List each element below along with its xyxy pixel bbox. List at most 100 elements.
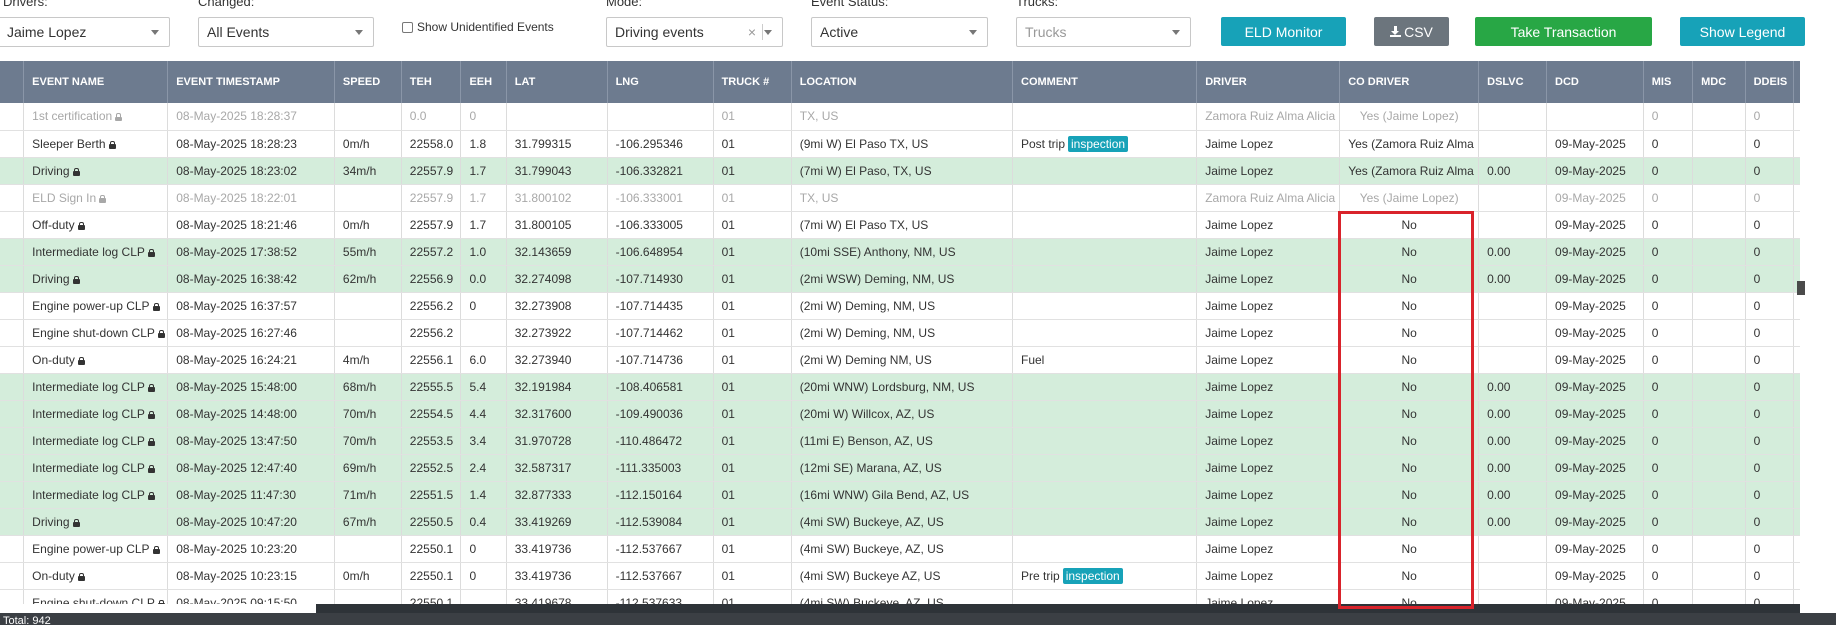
cell-speed-text: 4m/h — [342, 352, 370, 367]
table-row[interactable]: Driving 08-May-2025 16:38:42 62m/h 22556.9 0… — [0, 265, 1800, 293]
column-header[interactable]: LNG — [607, 61, 714, 103]
unidentified-events-checkbox[interactable] — [402, 21, 413, 33]
cell-ddeis: 0 — [1745, 211, 1794, 239]
drivers-select[interactable]: Jaime Lopez — [0, 17, 170, 47]
cell-dc — [1793, 535, 1800, 563]
row-select-cell[interactable] — [0, 211, 25, 239]
table-row[interactable]: On-duty 08-May-2025 10:23:15 0m/h 22550.1 0 3… — [0, 562, 1800, 590]
column-header[interactable]: DCD — [1546, 61, 1644, 103]
cell-lng: -107.714462 — [607, 319, 714, 347]
event-status-select[interactable]: Active — [811, 17, 988, 47]
cell-dc — [1793, 211, 1800, 239]
table-row[interactable]: Intermediate log CLP 08-May-2025 17:38:52… — [0, 238, 1800, 266]
column-header[interactable]: DDEIS — [1745, 61, 1794, 103]
mode-select[interactable]: Driving events × — [606, 17, 783, 47]
cell-eeh-text: 0 — [469, 568, 477, 583]
table-row[interactable]: On-duty 08-May-2025 16:24:21 4m/h 22556.1 6.… — [0, 346, 1800, 374]
cell-lng: -111.335003 — [607, 454, 714, 482]
cell-eeh — [460, 589, 507, 604]
table-row[interactable]: Intermediate log CLP 08-May-2025 11:47:30… — [0, 481, 1800, 509]
unidentified-events-toggle[interactable]: Show Unidentified Events — [402, 20, 554, 34]
cell-truck-text: 01 — [721, 460, 735, 475]
column-header[interactable]: TRUCK # — [713, 61, 792, 103]
clear-icon[interactable]: × — [747, 24, 756, 40]
row-select-cell[interactable] — [0, 535, 25, 563]
table-row[interactable]: Off-duty 08-May-2025 18:21:46 0m/h 22557.9 1… — [0, 211, 1800, 239]
cell-driver: Zamora Ruiz Alma Alicia — [1196, 103, 1341, 131]
cell-location-text: (10mi SSE) Anthony, NM, US — [799, 244, 956, 259]
column-header[interactable]: MIS — [1643, 61, 1694, 103]
row-select-cell[interactable] — [0, 292, 25, 320]
cell-lat: 32.877333 — [506, 481, 608, 509]
cell-location: (2mi W) Deming, NM, US — [791, 292, 1014, 320]
column-header[interactable]: SPEED — [334, 61, 402, 103]
column-header[interactable]: LAT — [506, 61, 608, 103]
cell-speed: 71m/h — [334, 481, 402, 509]
take-transaction-button[interactable]: Take Transaction — [1475, 17, 1652, 46]
cell-lat: 32.317600 — [506, 400, 608, 428]
cell-comment — [1012, 157, 1198, 185]
cell-mis-text: 0 — [1651, 298, 1659, 313]
row-select-cell[interactable] — [0, 157, 25, 185]
cell-lng-text: -111.335003 — [615, 460, 682, 475]
table-row[interactable]: Engine shut-down CLP 08-May-2025 09:15:50… — [0, 589, 1800, 604]
row-select-cell[interactable] — [0, 454, 25, 482]
vertical-scrollbar[interactable] — [1797, 281, 1805, 295]
cell-lng: -109.490036 — [607, 400, 714, 428]
row-select-cell[interactable] — [0, 103, 25, 131]
table-row[interactable]: Driving 08-May-2025 10:47:20 67m/h 22550.5 0… — [0, 508, 1800, 536]
row-select-cell[interactable] — [0, 238, 25, 266]
row-select-cell[interactable] — [0, 481, 25, 509]
table-row[interactable]: Engine power-up CLP 08-May-2025 16:37:57 2… — [0, 292, 1800, 320]
table-row[interactable]: Engine power-up CLP 08-May-2025 10:23:20 2… — [0, 535, 1800, 563]
cell-lng-text: -106.648954 — [615, 244, 683, 259]
row-select-cell[interactable] — [0, 400, 25, 428]
cell-teh: 22550.5 — [401, 508, 462, 536]
cell-dcd-text: 09-May-2025 — [1555, 487, 1626, 502]
table-row[interactable]: Engine shut-down CLP 08-May-2025 16:27:46… — [0, 319, 1800, 347]
column-header[interactable]: DSLVC — [1478, 61, 1548, 103]
row-select-cell[interactable] — [0, 589, 25, 604]
row-select-cell[interactable] — [0, 184, 25, 212]
row-select-cell[interactable] — [0, 508, 25, 536]
column-header[interactable]: MDC — [1692, 61, 1746, 103]
table-row[interactable]: Sleeper Berth 08-May-2025 18:28:23 0m/h 225… — [0, 130, 1800, 158]
csv-button[interactable]: CSV — [1374, 17, 1449, 46]
table-row[interactable]: Intermediate log CLP 08-May-2025 14:48:00… — [0, 400, 1800, 428]
row-select-cell[interactable] — [0, 265, 25, 293]
column-header[interactable]: DC — [1793, 61, 1800, 103]
eld-monitor-button[interactable]: ELD Monitor — [1221, 17, 1346, 46]
show-legend-button[interactable]: Show Legend — [1680, 17, 1805, 46]
table-row[interactable]: ELD Sign In 08-May-2025 18:22:01 22557.9 1.… — [0, 184, 1800, 212]
column-header[interactable]: LOCATION — [791, 61, 1014, 103]
row-select-cell[interactable] — [0, 319, 25, 347]
column-header[interactable]: CO DRIVER — [1339, 61, 1480, 103]
column-header[interactable]: EVENT TIMESTAMP — [167, 61, 335, 103]
table-row[interactable]: Driving 08-May-2025 18:23:02 34m/h 22557.9 1… — [0, 157, 1800, 185]
table-row[interactable]: Intermediate log CLP 08-May-2025 13:47:50… — [0, 427, 1800, 455]
column-header[interactable]: COMMENT — [1012, 61, 1198, 103]
horizontal-scrollbar[interactable] — [316, 604, 1800, 613]
changed-select[interactable]: All Events — [198, 17, 374, 47]
table-row[interactable]: Intermediate log CLP 08-May-2025 12:47:40… — [0, 454, 1800, 482]
cell-dcd-text: 09-May-2025 — [1555, 433, 1626, 448]
cell-driver-text: Jaime Lopez — [1205, 244, 1274, 259]
cell-lng-text: -110.486472 — [615, 433, 683, 448]
row-select-cell[interactable] — [0, 562, 25, 590]
row-select-cell[interactable] — [0, 130, 25, 158]
column-header[interactable]: DRIVER — [1196, 61, 1341, 103]
column-header[interactable]: EVENT NAME — [23, 61, 169, 103]
column-header[interactable]: TEH — [401, 61, 462, 103]
row-select-cell[interactable] — [0, 427, 25, 455]
column-header[interactable]: EEH — [460, 61, 507, 103]
cell-eeh — [460, 319, 507, 347]
table-row[interactable]: 1st certification 08-May-2025 18:28:37 0.0… — [0, 103, 1800, 131]
cell-lat-text: 32.191984 — [514, 379, 572, 394]
table-row[interactable]: Intermediate log CLP 08-May-2025 15:48:00… — [0, 373, 1800, 401]
cell-lng-text: -112.539084 — [615, 514, 683, 529]
cell-teh: 22550.1 — [401, 562, 462, 590]
row-select-cell[interactable] — [0, 346, 25, 374]
trucks-select[interactable]: Trucks — [1016, 17, 1191, 47]
cell-eeh-text: 6.0 — [469, 352, 487, 367]
row-select-cell[interactable] — [0, 373, 25, 401]
